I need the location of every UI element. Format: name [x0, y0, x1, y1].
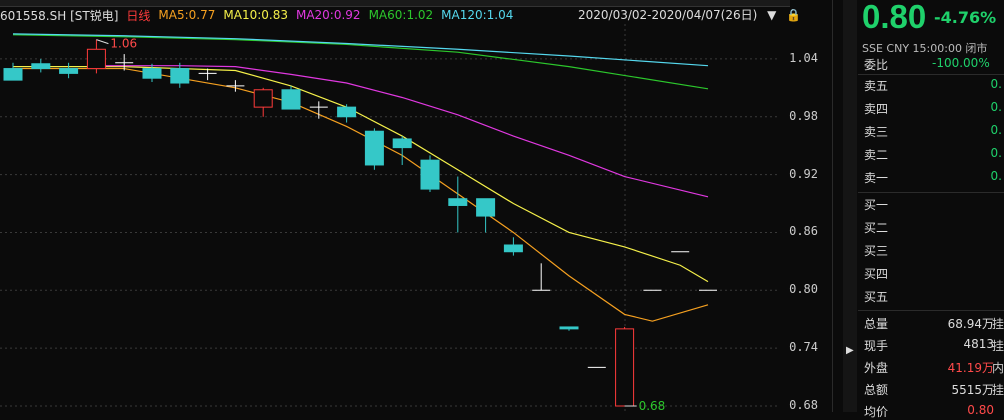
stat-value: 0.80: [967, 403, 994, 417]
divider-book: [858, 192, 1004, 193]
market-meta: SSE CNY 15:00:00 闭市: [862, 42, 988, 55]
candle-down: [337, 106, 357, 118]
sell-row[interactable]: 卖四 0.: [862, 100, 1002, 120]
sell-row[interactable]: 卖一 0.: [862, 169, 1002, 189]
kline-chart[interactable]: 1.06 0.68: [0, 24, 780, 413]
date-range-text: 2020/03/02-2020/04/07(26日): [578, 8, 758, 22]
book-row-label: 买一: [864, 198, 889, 212]
candle-up: [615, 328, 635, 407]
sell-row[interactable]: 卖二 0.: [862, 146, 1002, 166]
y-tick-label: 0.68: [789, 398, 818, 412]
stat-label: 外盘: [864, 361, 889, 375]
book-row-label: 买四: [864, 267, 889, 281]
y-tick-label: 0.80: [789, 282, 818, 297]
candle-down: [3, 68, 23, 81]
candle-down: [448, 198, 468, 206]
panel-divider: [832, 0, 833, 412]
book-row-label: 买二: [864, 221, 889, 235]
ma5-line: [13, 67, 709, 322]
candle-down: [420, 159, 440, 190]
ma60-line: [12, 34, 709, 90]
book-row-price: 0.: [990, 169, 1002, 183]
divider-stats: [858, 310, 1004, 311]
book-row-price: 0.: [990, 146, 1002, 160]
buy-row[interactable]: 买一: [862, 196, 1002, 216]
candle-down: [59, 68, 79, 74]
ma20-line: [96, 65, 709, 198]
divider-weibi: [858, 74, 1004, 75]
book-row-label: 买五: [864, 290, 889, 304]
weibi-value: -100.00%: [932, 56, 990, 70]
book-row-price: 0.: [990, 123, 1002, 137]
stat-unit: 挂: [991, 383, 1004, 397]
y-tick-label: 0.92: [789, 166, 818, 181]
buy-row[interactable]: 买五: [862, 288, 1002, 308]
weibi-label: 委比: [864, 58, 889, 72]
quote-panel: 0.80 -4.76% SSE CNY 15:00:00 闭市 委比 -100.…: [858, 0, 1004, 419]
book-row-label: 卖三: [864, 125, 889, 139]
ma120-label: MA120:1.04: [441, 8, 514, 22]
buy-row[interactable]: 买四: [862, 265, 1002, 285]
high-marker: [96, 39, 109, 45]
book-row-price: 0.: [990, 77, 1002, 91]
stat-value: 68.94万: [947, 317, 994, 331]
candle-down: [559, 326, 579, 330]
book-row-label: 卖四: [864, 102, 889, 116]
change-percent: -4.76%: [934, 8, 997, 27]
book-row-label: 买三: [864, 244, 889, 258]
y-tick-label: 0.86: [789, 224, 818, 239]
ma-legend: 601558.SH [ST锐电] 日线 MA5:0.77 MA10:0.83 M…: [0, 6, 790, 24]
stock-code-name: 601558.SH [ST锐电]: [0, 8, 119, 23]
y-tick-label: 1.04: [789, 50, 818, 65]
stat-label: 现手: [864, 339, 889, 353]
stat-value: 4813: [963, 337, 994, 351]
chevron-down-icon[interactable]: ▼: [767, 8, 777, 22]
ma10-line: [13, 66, 709, 283]
ma20-label: MA20:0.92: [295, 8, 361, 22]
period-tab-strip[interactable]: [0, 0, 790, 7]
stat-value: 41.19万: [947, 361, 994, 375]
ma10-label: MA10:0.83: [223, 8, 288, 22]
stat-label: 总量: [864, 317, 889, 331]
candle-up: [86, 48, 106, 70]
candle-down: [31, 63, 51, 70]
ma60-label: MA60:1.02: [368, 8, 434, 22]
period-label[interactable]: 日线: [126, 8, 151, 23]
candle-down: [142, 68, 162, 79]
stat-label: 总额: [864, 383, 889, 397]
stat-unit: 挂: [991, 317, 1004, 331]
buy-row[interactable]: 买二: [862, 219, 1002, 239]
stat-value: 5515万: [951, 383, 994, 397]
ma5-label: MA5:0.77: [158, 8, 216, 22]
candle-down: [476, 198, 496, 217]
ma120-line: [12, 33, 709, 67]
book-row-label: 卖一: [864, 171, 889, 185]
y-tick-label: 0.98: [789, 108, 818, 123]
sell-row[interactable]: 卖三 0.: [862, 123, 1002, 143]
low-annotation: 0.68: [639, 399, 666, 412]
stat-unit: 内: [991, 361, 1004, 375]
book-row-label: 卖五: [864, 79, 889, 93]
candle-down: [392, 138, 412, 149]
y-axis: 1.04 0.98 0.92 0.86 0.80 0.74 0.68: [780, 24, 830, 412]
candle-down: [364, 130, 384, 166]
last-price: 0.80: [862, 0, 927, 35]
sell-row[interactable]: 卖五 0.: [862, 77, 1002, 97]
date-range[interactable]: 2020/03/02-2020/04/07(26日) ▼ 🔒: [578, 6, 801, 24]
lock-icon[interactable]: 🔒: [786, 8, 802, 22]
buy-row[interactable]: 买三: [862, 242, 1002, 262]
candle-up: [253, 89, 273, 108]
y-tick-label: 0.74: [789, 340, 818, 355]
play-icon[interactable]: ▶: [846, 345, 854, 356]
high-annotation: 1.06: [110, 37, 137, 51]
candle-down: [170, 68, 190, 84]
candle-down: [503, 244, 523, 253]
kline-svg[interactable]: 1.06 0.68: [0, 24, 780, 413]
side-toggle-bar[interactable]: [843, 0, 857, 412]
book-row-price: 0.: [990, 100, 1002, 114]
book-row-label: 卖二: [864, 148, 889, 162]
stat-unit: 挂: [991, 339, 1004, 353]
candle-down: [281, 89, 301, 110]
